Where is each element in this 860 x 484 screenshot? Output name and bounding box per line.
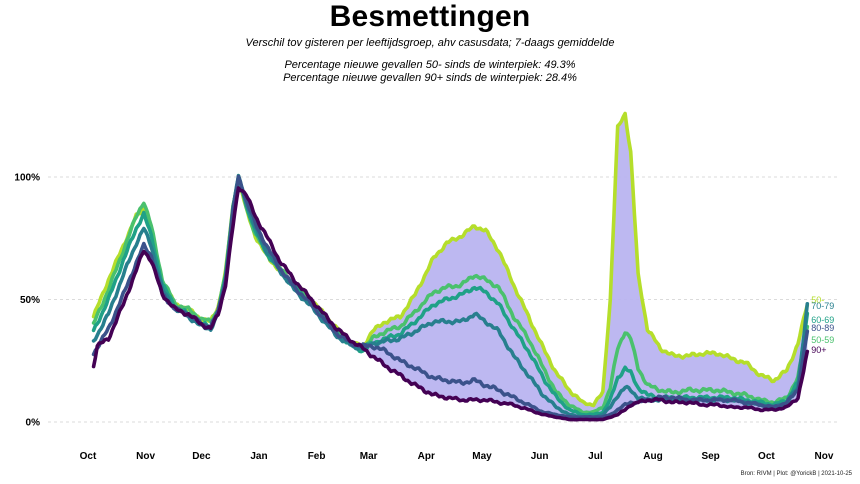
y-tick-label: 0% [26,418,41,429]
x-tick-label: Aug [643,451,662,462]
note-90-plus: Percentage nieuwe gevallen 90+ sinds de … [283,72,577,84]
note-50-min: Percentage nieuwe gevallen 50- sinds de … [284,59,576,71]
x-tick-label: Nov [136,451,155,462]
x-tick-label: Oct [80,451,97,462]
chart-title: Besmettingen [329,0,531,33]
x-axis-labels: Oct Nov Dec Jan Feb Mar Apr May Jun Jul Aug Sep Oct N… [80,451,834,462]
x-tick-label: Jun [531,451,549,462]
x-tick-label: Mar [360,451,378,462]
end-label: 60-69 [811,315,834,325]
chart-subtitle: Verschil tov gisteren per leeftijdsgroep… [245,37,615,49]
series-line-90plus [91,186,810,422]
y-axis-labels: 0% 50% 100% [14,173,40,429]
end-label: 70-79 [811,301,834,311]
end-labels: 50- 50-59 60-69 70-79 80-89 90+ [811,295,834,355]
x-tick-label: Nov [815,451,834,462]
end-label: 90+ [811,345,826,355]
x-tick-label: Apr [418,451,435,462]
series-lines [91,111,810,422]
end-label: 80-89 [811,323,834,333]
x-tick-label: Sep [701,451,719,462]
x-tick-label: Oct [758,451,775,462]
source-caption: Bron: RIVM | Plot: @YorickB | 2021-10-25 [740,471,852,477]
y-tick-label: 100% [14,173,40,184]
x-tick-label: Jul [588,451,603,462]
x-tick-label: Jan [250,451,267,462]
x-tick-label: Dec [192,451,211,462]
y-tick-label: 50% [20,295,40,306]
end-label: 50- [811,295,824,305]
x-tick-label: Feb [308,451,326,462]
end-label: 50-59 [811,335,834,345]
fill-between-area [368,113,808,420]
x-tick-label: May [472,451,492,462]
